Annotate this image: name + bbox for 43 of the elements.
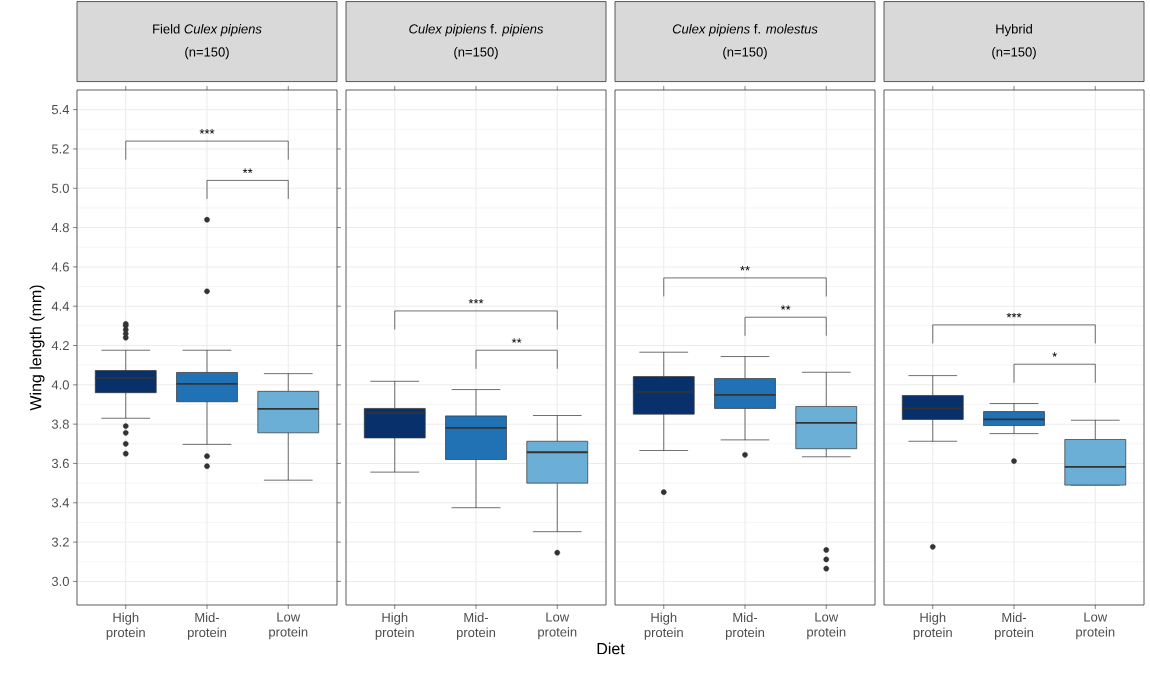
x-tick-label: Low protein (807, 612, 846, 640)
x-tick-label: Low protein (538, 612, 577, 640)
x-tick-label: Low protein (1076, 612, 1115, 640)
chart-subtitle: (n=150) (185, 47, 229, 60)
y-axis-title: Wing length (mm) (29, 285, 45, 411)
x-tick-label: Mid-protein (456, 612, 496, 640)
x-tick-label: Mid-protein (994, 612, 1034, 640)
y-tick-label: 4.6 (51, 262, 69, 272)
chart-subtitle: (n=150) (992, 47, 1036, 60)
annotation: * (1052, 352, 1057, 357)
annotation: *** (468, 298, 484, 304)
y-tick-label: 5.2 (51, 144, 69, 154)
chart-subtitle: (n=150) (454, 47, 498, 60)
chart-title: Hybrid (996, 24, 1032, 37)
x-tick-label: High protein (913, 612, 952, 640)
y-tick-label: 4.0 (51, 380, 69, 390)
chart-subtitle: (n=150) (723, 47, 767, 60)
annotation: *** (199, 129, 215, 134)
y-tick-label: 4.2 (51, 340, 69, 351)
annotation: ** (780, 305, 791, 310)
annotation: ** (511, 338, 522, 343)
x-axis-title: Diet (597, 642, 625, 655)
x-tick-label: Low protein (269, 612, 308, 640)
annotation: ** (740, 265, 750, 271)
y-tick-label: 3.2 (51, 537, 69, 547)
chart-title: Culex pipiens f. pipiens (409, 24, 544, 37)
x-tick-label: High protein (375, 612, 414, 640)
x-tick-label: High protein (644, 612, 683, 640)
x-tick-label: Mid-protein (187, 612, 227, 640)
y-tick-label: 4.8 (51, 222, 69, 233)
y-tick-label: 3.4 (51, 498, 70, 508)
x-tick-label: Mid-protein (725, 612, 765, 640)
y-tick-label: 5.0 (51, 183, 69, 193)
chart-title: Field Culex pipiens (153, 24, 262, 37)
y-tick-label: 4.4 (51, 301, 70, 311)
chart-title: Culex pipiens f. molestus (672, 24, 818, 37)
x-tick-label: High protein (106, 612, 145, 640)
y-tick-label: 3.0 (51, 576, 69, 587)
annotation: ** (242, 168, 253, 173)
y-tick-label: 3.8 (51, 419, 69, 429)
y-tick-label: 3.6 (51, 458, 69, 469)
annotation: *** (1006, 312, 1022, 318)
y-tick-label: 5.4 (51, 105, 70, 115)
